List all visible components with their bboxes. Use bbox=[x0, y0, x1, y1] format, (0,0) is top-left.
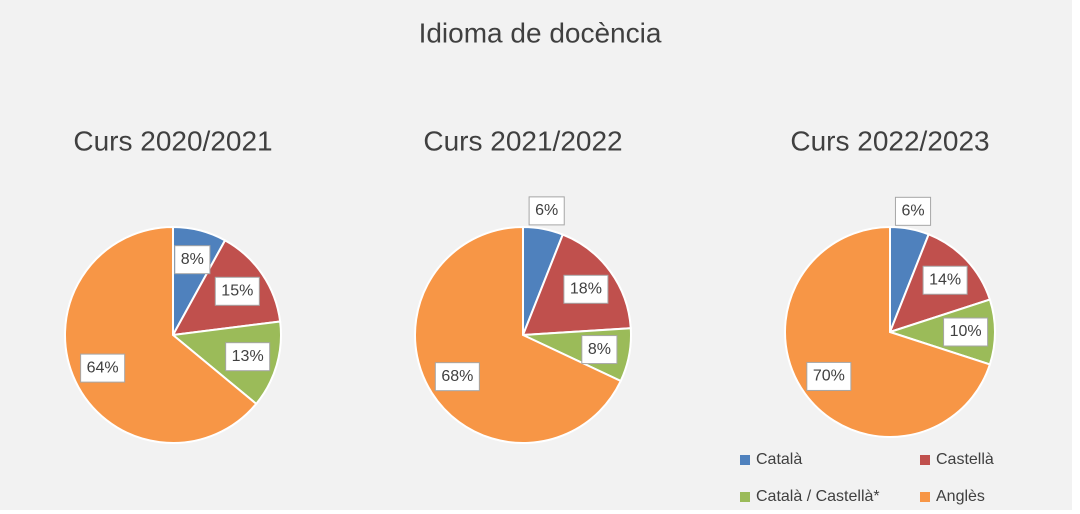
chart-title: Idioma de docència bbox=[419, 17, 662, 48]
legend-label: Castellà bbox=[936, 451, 994, 468]
data-label: 64% bbox=[87, 359, 119, 376]
data-label: 15% bbox=[221, 283, 253, 300]
data-label: 14% bbox=[929, 271, 961, 288]
data-label: 6% bbox=[535, 202, 558, 219]
data-label-box bbox=[806, 361, 852, 391]
data-label-box bbox=[214, 276, 260, 306]
data-label-box bbox=[581, 335, 618, 365]
legend-swatch bbox=[740, 455, 750, 465]
data-label: 6% bbox=[901, 203, 924, 220]
data-label-box bbox=[943, 317, 989, 347]
pie-title: Curs 2022/2023 bbox=[790, 125, 989, 156]
pie-title: Curs 2020/2021 bbox=[73, 125, 272, 156]
data-label-box bbox=[80, 353, 126, 383]
data-label: 70% bbox=[813, 368, 845, 385]
legend-swatch bbox=[740, 492, 750, 502]
data-label: 68% bbox=[441, 368, 473, 385]
pie-slice bbox=[64, 225, 258, 444]
legend-swatch bbox=[920, 492, 930, 502]
data-label: 8% bbox=[181, 251, 204, 268]
data-label-box bbox=[563, 274, 609, 304]
legend-label: Català bbox=[756, 451, 802, 468]
legend-swatch bbox=[920, 455, 930, 465]
data-label-box bbox=[225, 342, 271, 372]
pie-title: Curs 2021/2022 bbox=[423, 125, 622, 156]
data-label-box bbox=[434, 362, 480, 392]
legend-label: Anglès bbox=[936, 488, 985, 505]
legend-label: Català / Castellà* bbox=[756, 488, 880, 505]
data-label-box bbox=[174, 245, 211, 275]
data-label-box bbox=[922, 265, 968, 295]
data-label: 18% bbox=[570, 281, 602, 298]
data-label: 8% bbox=[588, 341, 611, 358]
data-label: 10% bbox=[950, 323, 982, 340]
data-label-box bbox=[894, 196, 932, 226]
data-label: 13% bbox=[232, 348, 264, 365]
data-label-box bbox=[528, 196, 565, 226]
